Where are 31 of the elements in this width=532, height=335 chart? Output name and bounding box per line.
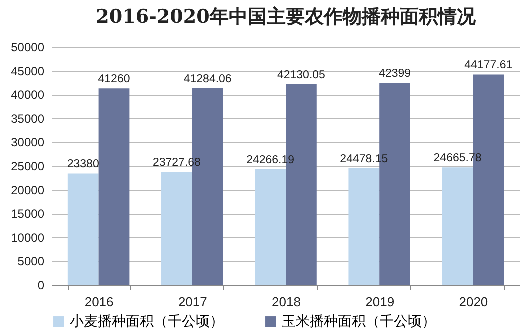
legend-label: 小麦播种面积（千公顷）: [70, 313, 224, 329]
chart-title: 2016-2020年中国主要农作物播种面积情况: [96, 6, 477, 28]
bar: [162, 172, 192, 285]
y-tick-label: 0: [38, 278, 45, 292]
bar: [442, 168, 474, 285]
data-label: 41260: [98, 74, 130, 86]
x-tick-label: 2017: [178, 294, 208, 310]
x-tick-label: 2016: [84, 294, 114, 310]
y-tick-label: 45000: [11, 64, 45, 78]
y-tick-label: 35000: [11, 112, 45, 126]
data-label: 23380: [67, 158, 100, 171]
bar: [68, 174, 99, 285]
y-tick-label: 20000: [11, 183, 45, 198]
legend-label: 玉米播种面积（千公顷）: [282, 313, 436, 329]
data-label: 42399: [379, 68, 412, 80]
data-label: 41284.06: [184, 73, 232, 86]
x-tick-label: 2019: [366, 294, 395, 310]
data-label: 42130.05: [277, 69, 326, 82]
y-tick-label: 25000: [11, 160, 45, 174]
y-tick-label: 5000: [18, 254, 45, 269]
y-tick-label: 10000: [11, 230, 45, 245]
x-tick-label: 2020: [459, 294, 488, 310]
bar: [348, 168, 380, 285]
y-tick-label: 15000: [11, 207, 45, 222]
y-tick-label: 50000: [11, 40, 45, 54]
data-label: 44177.61: [464, 60, 513, 72]
y-tick-label: 40000: [11, 88, 45, 102]
y-tick-label: 30000: [11, 136, 45, 150]
x-tick-label: 2018: [272, 294, 301, 310]
bar: [98, 88, 130, 285]
bar: [255, 169, 286, 285]
